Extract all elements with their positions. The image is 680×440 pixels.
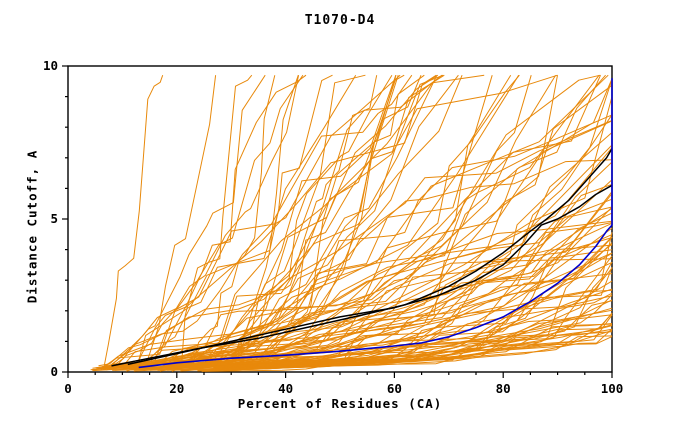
model-curve: [216, 132, 613, 371]
model-curve: [126, 114, 613, 372]
model-curve: [133, 74, 557, 372]
model-curve: [213, 75, 397, 367]
model-curve: [136, 74, 307, 369]
reference-model-black-2: [127, 184, 613, 366]
x-axis-label: Percent of Residues (CA): [237, 396, 443, 411]
chart-title: T1070-D4: [304, 13, 376, 28]
y-tick-label: 10: [43, 58, 58, 73]
model-curve: [186, 309, 613, 368]
x-tick-label: 100: [601, 381, 624, 396]
model-curve: [130, 261, 613, 367]
model-curve: [106, 74, 413, 371]
best-model-blue: [138, 78, 613, 369]
model-curve: [157, 267, 613, 371]
model-curve: [98, 75, 463, 367]
model-curve: [103, 74, 401, 368]
model-curve: [141, 75, 299, 368]
model-curve: [137, 75, 493, 368]
model-curve: [158, 74, 405, 370]
model-curve: [136, 74, 357, 367]
x-tick-label: 20: [169, 381, 184, 396]
model-curve: [157, 75, 558, 366]
model-curve: [190, 75, 276, 371]
model-curve: [120, 74, 485, 369]
y-tick-label: 5: [50, 211, 58, 226]
model-curve: [92, 161, 613, 369]
model-curve: [197, 227, 613, 372]
y-tick-label: 0: [50, 364, 58, 379]
x-tick-label: 80: [496, 381, 511, 396]
x-tick-label: 40: [278, 381, 293, 396]
model-curve: [207, 75, 397, 366]
model-curve: [90, 74, 512, 371]
model-curve: [221, 74, 445, 367]
model-curve: [171, 74, 253, 372]
model-curve: [214, 114, 613, 369]
model-curve: [104, 74, 266, 371]
model-curve: [199, 74, 393, 370]
model-curve: [159, 75, 532, 372]
reference-model-black-1: [111, 148, 613, 367]
model-curve: [197, 74, 520, 371]
x-tick-label: 60: [387, 381, 402, 396]
model-curve: [102, 75, 164, 371]
x-tick-label: 0: [64, 381, 72, 396]
model-curve: [137, 75, 217, 368]
